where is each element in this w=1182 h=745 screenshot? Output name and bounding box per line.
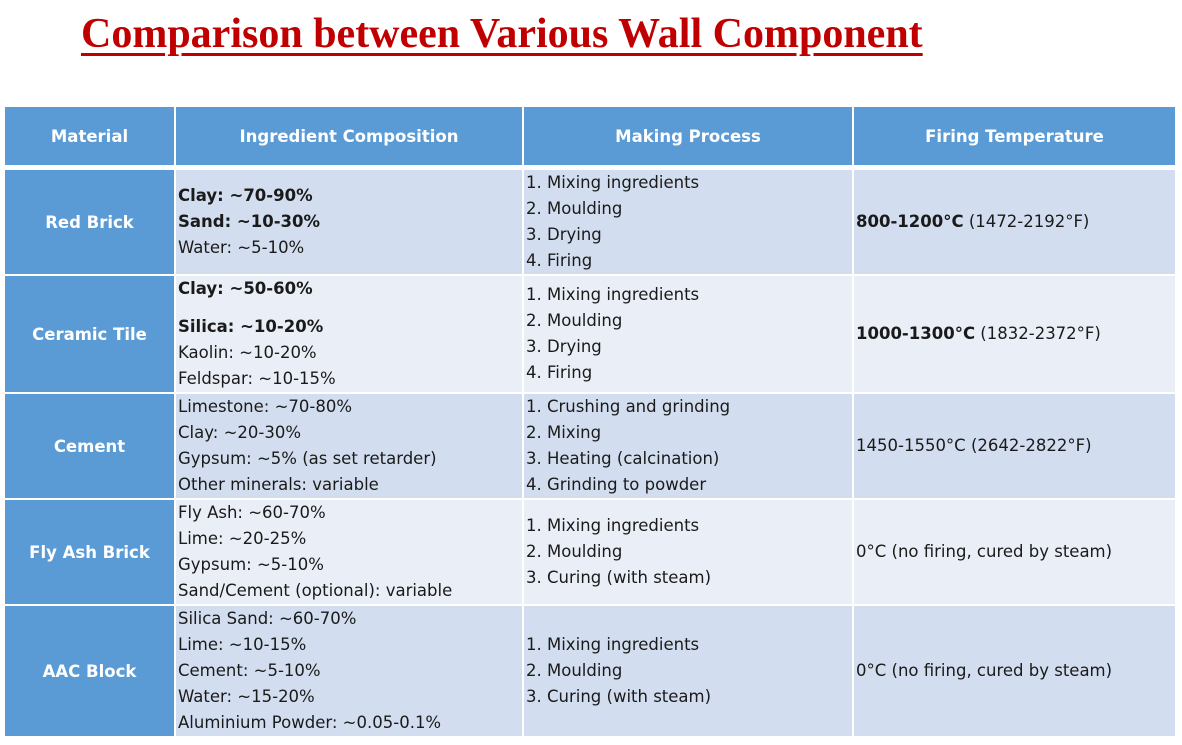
- process-step: 1. Mixing ingredients: [526, 635, 700, 654]
- material-cell: Red Brick: [5, 170, 176, 276]
- temperature-fahrenheit: (1832-2372°F): [975, 324, 1101, 343]
- header-making-process: Making Process: [524, 107, 854, 167]
- material-cell: Cement: [5, 394, 176, 500]
- process-cell: 1. Mixing ingredients 2. Moulding 3. Dry…: [524, 170, 854, 276]
- temperature-celsius: 1000-1300°C: [856, 324, 976, 343]
- temperature-cell: 0°C (no firing, cured by steam): [854, 606, 1177, 738]
- process-step: 2. Moulding: [526, 311, 623, 330]
- ingredient-line: Gypsum: ~5-10%: [178, 555, 324, 574]
- temperature-cell: 1000-1300°C (1832-2372°F): [854, 276, 1177, 394]
- ingredient-line: Clay: ~50-60%: [178, 279, 313, 298]
- ingredient-cell: Clay: ~50-60% Silica: ~10-20% Kaolin: ~1…: [176, 276, 524, 394]
- ingredient-line: Lime: ~20-25%: [178, 529, 307, 548]
- temperature-cell: 1450-1550°C (2642-2822°F): [854, 394, 1177, 500]
- material-cell: AAC Block: [5, 606, 176, 738]
- ingredient-line: Fly Ash: ~60-70%: [178, 503, 326, 522]
- ingredient-line: Clay: ~20-30%: [178, 423, 302, 442]
- ingredient-line: Silica Sand: ~60-70%: [178, 609, 357, 628]
- table-row: Fly Ash Brick Fly Ash: ~60-70% Lime: ~20…: [5, 500, 1177, 606]
- ingredient-line: Limestone: ~70-80%: [178, 397, 353, 416]
- process-step: 3. Drying: [526, 225, 602, 244]
- process-step: 4. Firing: [526, 363, 593, 382]
- process-step: 3. Heating (calcination): [526, 449, 720, 468]
- process-cell: 1. Mixing ingredients 2. Moulding 3. Cur…: [524, 606, 854, 738]
- process-step: 1. Mixing ingredients: [526, 516, 700, 535]
- ingredient-line: Sand: ~10-30%: [178, 212, 321, 231]
- process-step: 4. Grinding to powder: [526, 475, 707, 494]
- ingredient-line: Cement: ~5-10%: [178, 661, 321, 680]
- ingredient-line: Lime: ~10-15%: [178, 635, 307, 654]
- ingredient-cell: Clay: ~70-90% Sand: ~10-30% Water: ~5-10…: [176, 170, 524, 276]
- ingredient-line: Water: ~5-10%: [178, 238, 305, 257]
- temperature-range: 1450-1550°C (2642-2822°F): [856, 436, 1092, 455]
- process-cell: 1. Crushing and grinding 2. Mixing 3. He…: [524, 394, 854, 500]
- header-material: Material: [5, 107, 176, 167]
- table-row: Ceramic Tile Clay: ~50-60% Silica: ~10-2…: [5, 276, 1177, 394]
- table-row: Red Brick Clay: ~70-90% Sand: ~10-30% Wa…: [5, 170, 1177, 276]
- process-step: 2. Moulding: [526, 199, 623, 218]
- process-step: 3. Curing (with steam): [526, 687, 712, 706]
- temperature-fahrenheit: (1472-2192°F): [963, 212, 1090, 231]
- temperature-cell: 800-1200°C (1472-2192°F): [854, 170, 1177, 276]
- process-cell: 1. Mixing ingredients 2. Moulding 3. Dry…: [524, 276, 854, 394]
- table-header-row: Material Ingredient Composition Making P…: [5, 107, 1177, 167]
- ingredient-line: Silica: ~10-20%: [178, 317, 324, 336]
- header-firing-temperature: Firing Temperature: [854, 107, 1177, 167]
- page-title: Comparison between Various Wall Componen…: [81, 11, 923, 57]
- process-step: 2. Mixing: [526, 423, 602, 442]
- process-step: 2. Moulding: [526, 542, 623, 561]
- temperature-range: 0°C (no firing, cured by steam): [856, 661, 1113, 680]
- ingredient-cell: Fly Ash: ~60-70% Lime: ~20-25% Gypsum: ~…: [176, 500, 524, 606]
- temperature-celsius: 800-1200°C: [856, 212, 964, 231]
- header-ingredient-composition: Ingredient Composition: [176, 107, 524, 167]
- ingredient-line: Kaolin: ~10-20%: [178, 343, 317, 362]
- ingredient-line: Sand/Cement (optional): variable: [178, 581, 453, 600]
- ingredient-line: Other minerals: variable: [178, 475, 379, 494]
- temperature-range: 0°C (no firing, cured by steam): [856, 542, 1113, 561]
- process-cell: 1. Mixing ingredients 2. Moulding 3. Cur…: [524, 500, 854, 606]
- table-row: Cement Limestone: ~70-80% Clay: ~20-30% …: [5, 394, 1177, 500]
- comparison-table: Material Ingredient Composition Making P…: [5, 107, 1177, 738]
- ingredient-line: Water: ~15-20%: [178, 687, 315, 706]
- material-cell: Ceramic Tile: [5, 276, 176, 394]
- ingredient-line: Aluminium Powder: ~0.05-0.1%: [178, 713, 442, 732]
- process-step: 1. Crushing and grinding: [526, 397, 731, 416]
- process-step: 2. Moulding: [526, 661, 623, 680]
- process-step: 3. Curing (with steam): [526, 568, 712, 587]
- process-step: 4. Firing: [526, 251, 593, 270]
- temperature-cell: 0°C (no firing, cured by steam): [854, 500, 1177, 606]
- process-step: 1. Mixing ingredients: [526, 285, 700, 304]
- ingredient-line: Feldspar: ~10-15%: [178, 369, 336, 388]
- ingredient-line: Clay: ~70-90%: [178, 186, 313, 205]
- process-step: 1. Mixing ingredients: [526, 173, 700, 192]
- table-row: AAC Block Silica Sand: ~60-70% Lime: ~10…: [5, 606, 1177, 738]
- process-step: 3. Drying: [526, 337, 602, 356]
- material-cell: Fly Ash Brick: [5, 500, 176, 606]
- ingredient-line: Gypsum: ~5% (as set retarder): [178, 449, 437, 468]
- ingredient-cell: Silica Sand: ~60-70% Lime: ~10-15% Cemen…: [176, 606, 524, 738]
- ingredient-cell: Limestone: ~70-80% Clay: ~20-30% Gypsum:…: [176, 394, 524, 500]
